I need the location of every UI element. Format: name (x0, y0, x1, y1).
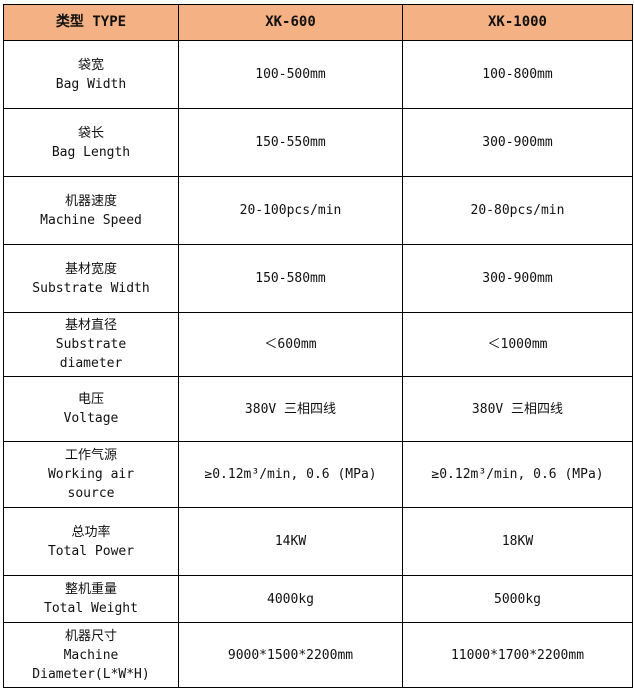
label-cn: 袋长 (77, 125, 104, 141)
label-cn: 基材直径 (64, 318, 117, 333)
table-row: 总功率 Total Power 14KW 18KW (3, 507, 633, 576)
spec-label: 袋宽 Bag Width (3, 40, 179, 109)
spec-value: ≥0.12m³/min, 0.6 (MPa) (402, 441, 633, 508)
header-row: 类型 TYPE XK-600 XK-1000 (3, 4, 633, 41)
label-en: Total Power (47, 543, 135, 559)
spec-value: 5000kg (402, 575, 633, 623)
spec-value: 380V 三相四线 (178, 376, 403, 442)
label-cn: 工作气源 (64, 448, 117, 463)
spec-value: 100-500mm (178, 40, 403, 109)
spec-label: 袋长 Bag Length (3, 108, 179, 177)
label-en: Working air source (47, 467, 135, 501)
spec-label: 基材直径 Substrate diameter (3, 312, 179, 377)
table-row: 整机重量 Total Weight 4000kg 5000kg (3, 575, 633, 623)
spec-value: 300-900mm (402, 108, 633, 177)
label-cn: 基材宽度 (64, 261, 117, 277)
spec-value: 11000*1700*2200mm (402, 622, 633, 688)
type-header: 类型 TYPE (3, 4, 179, 41)
model-header: XK-1000 (402, 4, 633, 41)
spec-label: 基材宽度 Substrate Width (3, 244, 179, 313)
spec-label: 总功率 Total Power (3, 507, 179, 576)
table-row: 袋长 Bag Length 150-550mm 300-900mm (3, 108, 633, 177)
spec-label: 机器速度 Machine Speed (3, 176, 179, 245)
spec-label: 工作气源 Working air source (3, 441, 179, 508)
spec-value: 14KW (178, 507, 403, 576)
label-en: Bag Width (55, 76, 127, 92)
label-en: Total Weight (44, 601, 138, 616)
label-cn: 总功率 (71, 524, 111, 540)
table-row: 工作气源 Working air source ≥0.12m³/min, 0.6 (… (3, 441, 633, 508)
label-cn: 机器速度 (64, 193, 117, 209)
spec-value: 300-900mm (402, 244, 633, 313)
label-cn: 电压 (77, 392, 104, 407)
label-en: Bag Length (51, 144, 131, 160)
label-en: Machine Speed (40, 212, 142, 228)
spec-label: 电压 Voltage (3, 376, 179, 442)
label-cn: 机器尺寸 (64, 628, 117, 644)
label-en: Substrate diameter (55, 337, 127, 371)
label-cn: 整机重量 (64, 582, 117, 597)
spec-value: 9000*1500*2200mm (178, 622, 403, 688)
spec-value: 18KW (402, 507, 633, 576)
spec-value: 380V 三相四线 (402, 376, 633, 442)
table-row: 基材直径 Substrate diameter ＜600mm ＜1000mm (3, 312, 633, 377)
label-en: Substrate Width (32, 280, 150, 296)
spec-value: 100-800mm (402, 40, 633, 109)
spec-value: ＜1000mm (402, 312, 633, 377)
spec-value: ≥0.12m³/min, 0.6 (MPa) (178, 441, 403, 508)
spec-value: 20-80pcs/min (402, 176, 633, 245)
spec-table: 类型 TYPE XK-600 XK-1000 袋宽 Bag Width 100-50… (3, 4, 633, 688)
spec-value: 4000kg (178, 575, 403, 623)
spec-value: 150-550mm (178, 108, 403, 177)
spec-value: 150-580mm (178, 244, 403, 313)
label-cn: 袋宽 (77, 57, 104, 73)
table-row: 机器尺寸 Machine Diameter(L*W*H) 9000*1500*220… (3, 622, 633, 688)
table-row: 袋宽 Bag Width 100-500mm 100-800mm (3, 40, 633, 109)
spec-label: 整机重量 Total Weight (3, 575, 179, 623)
spec-label: 机器尺寸 Machine Diameter(L*W*H) (3, 622, 179, 688)
label-en: Machine Diameter(L*W*H) (32, 647, 150, 682)
spec-value: ＜600mm (178, 312, 403, 377)
table-row: 基材宽度 Substrate Width 150-580mm 300-900mm (3, 244, 633, 313)
table-row: 机器速度 Machine Speed 20-100pcs/min 20-80pcs/m… (3, 176, 633, 245)
table-row: 电压 Voltage 380V 三相四线 380V 三相四线 (3, 376, 633, 442)
spec-value: 20-100pcs/min (178, 176, 403, 245)
model-header: XK-600 (178, 4, 403, 41)
label-en: Voltage (63, 411, 119, 426)
